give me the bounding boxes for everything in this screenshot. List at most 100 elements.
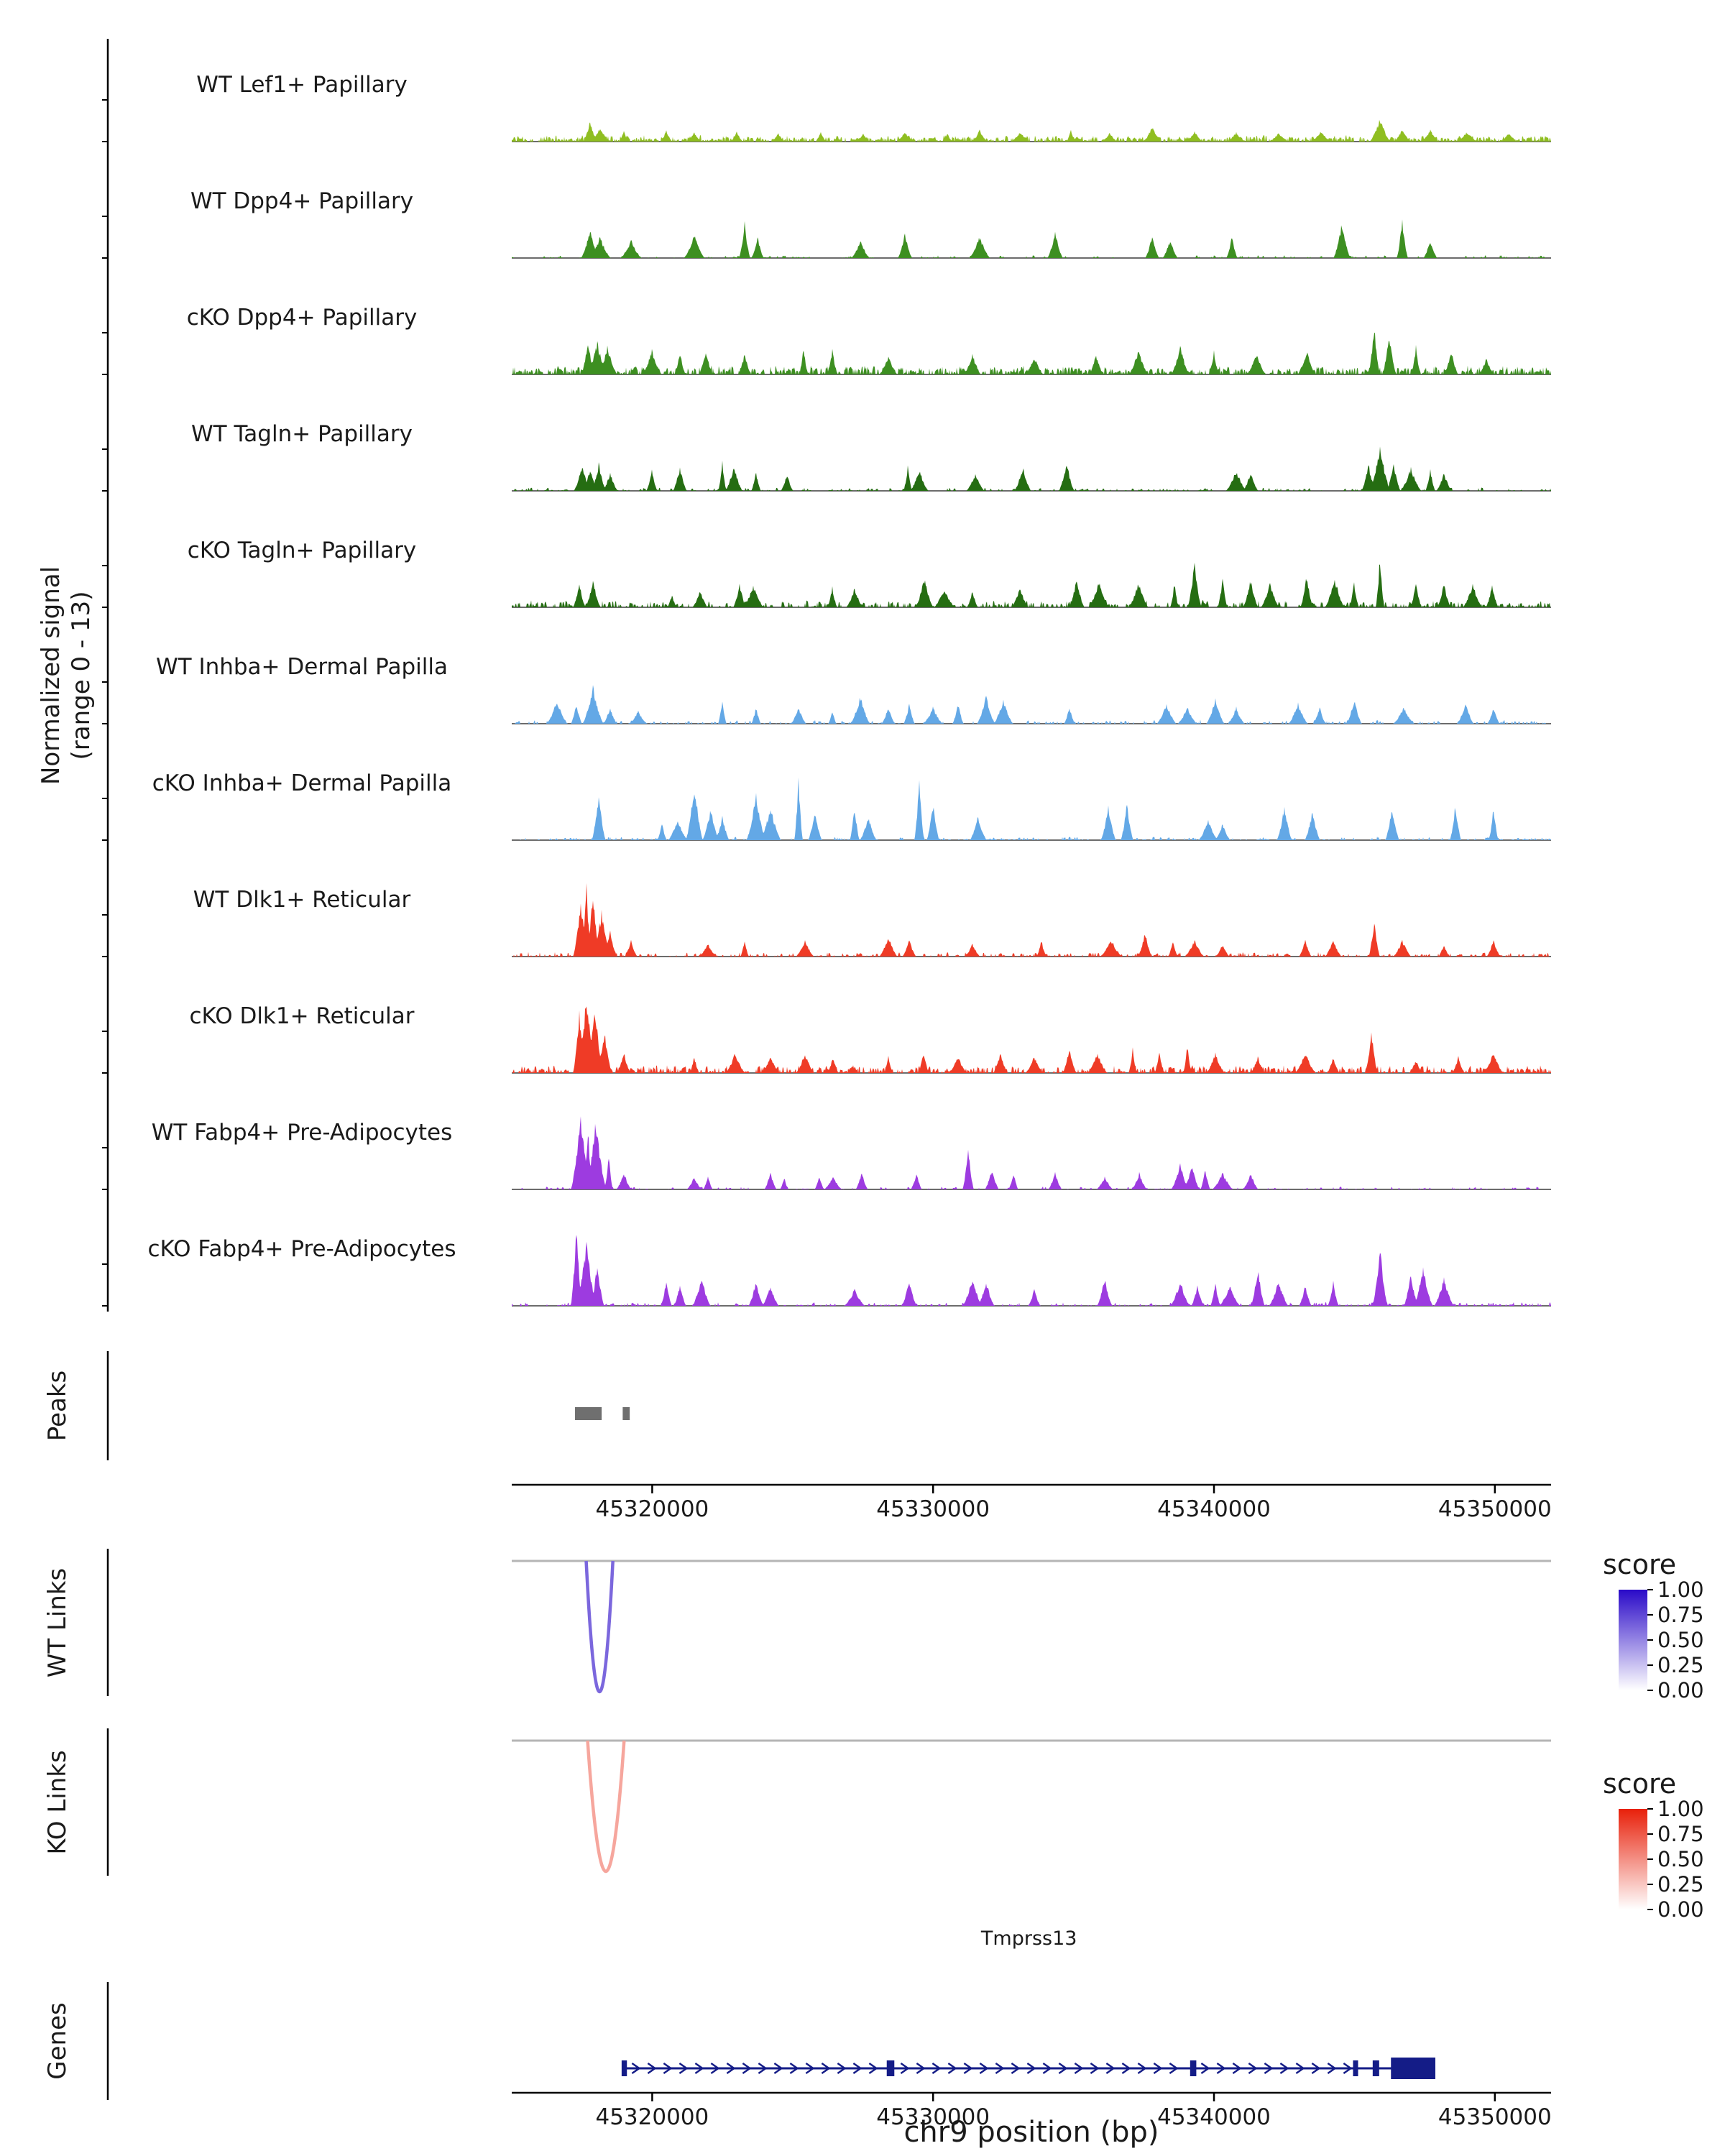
x-axis-tick-label: 45340000 [1157,2104,1271,2130]
wt-link-arc [584,1560,615,1693]
peak-box [574,1407,602,1420]
x-axis-tick-label: 45320000 [595,1496,709,1522]
gene-strand-arrow [1121,2062,1131,2075]
gene-strand-arrow [837,2062,847,2075]
signal-axis-label-line1: Normalized signal [37,566,65,786]
track-label: WT Lef1+ Papillary [196,72,408,98]
track-signal [512,883,1551,957]
gene-strand-arrow [916,2062,926,2075]
signal-axis-label: Normalized signal (range 0 - 13) [36,566,96,785]
gene-strand-arrow [995,2062,1005,2075]
gene-strand-arrow [805,2062,815,2075]
track-label: WT Dpp4+ Papillary [190,188,414,214]
signal-axis-label-line2: (range 0 - 13) [67,591,96,760]
ko-links-section-label: KO Links [43,1750,72,1855]
gene-terminal-exon [1391,2058,1435,2079]
track-label: cKO Fabp4+ Pre-Adipocytes [147,1236,456,1262]
gene-exon [622,2060,627,2076]
wt-score-legend-tick-label: 1.00 [1657,1577,1704,1602]
gene-strand-arrow [1248,2062,1258,2075]
track-label: WT Tagln+ Papillary [191,421,413,447]
gene-strand-arrow [647,2062,657,2075]
gene-strand-arrow [758,2062,768,2075]
x-axis-tick-label: 45350000 [1438,1496,1552,1522]
gene-strand-arrow [1137,2062,1147,2075]
ko-score-legend-tick-label: 0.75 [1657,1822,1704,1846]
gene-strand-arrow [979,2062,989,2075]
ko-score-legend-title: score [1603,1768,1677,1800]
track-signal [512,1116,1551,1189]
gene-strand-arrow [1311,2062,1321,2075]
gene-strand-arrow [963,2062,973,2075]
gene-exon [1372,2060,1379,2076]
track-label: WT Inhba+ Dermal Papilla [156,654,448,680]
genes-section-label: Genes [43,2002,72,2080]
gene-strand-arrow [1026,2062,1036,2075]
gene-strand-arrow [947,2062,957,2075]
gene-strand-arrow [1042,2062,1052,2075]
gene-strand-arrow [1153,2062,1163,2075]
gene-strand-arrow [726,2062,736,2075]
wt-score-legend-title: score [1603,1549,1677,1580]
gene-strand-arrow [1279,2062,1289,2075]
track-signal [512,332,1551,374]
track-signal [512,1235,1551,1306]
track-signal [512,685,1551,724]
gene-name: Tmprss13 [980,1927,1077,1950]
gene-strand-arrow [1343,2062,1353,2075]
ko-score-legend-tick-label: 0.00 [1657,1897,1704,1922]
track-label: cKO Inhba+ Dermal Papilla [152,770,452,796]
gene-strand-arrow [710,2062,720,2075]
gene-strand-arrow [1058,2062,1068,2075]
gene-strand-arrow [1295,2062,1305,2075]
track-label: WT Fabp4+ Pre-Adipocytes [151,1120,453,1146]
track-signal [512,563,1551,607]
gene-strand-arrow [1105,2062,1116,2075]
ko-score-legend-tick-label: 0.25 [1657,1872,1704,1897]
x-axis-tick-label: 45350000 [1438,2104,1552,2130]
peak-box [622,1407,630,1420]
ko-score-legend-tick-label: 1.00 [1657,1797,1704,1821]
track-signal [512,1006,1551,1073]
gene-strand-arrow [663,2062,673,2075]
gene-strand-arrow [1169,2062,1179,2075]
peaks-section-label: Peaks [43,1370,72,1442]
track-signal [512,777,1551,840]
wt-score-legend-tick-label: 0.00 [1657,1678,1704,1703]
x-axis-tick-label: 45340000 [1157,1496,1271,1522]
x-axis-tick-label: 45320000 [595,2104,709,2130]
gene-strand-arrow [1232,2062,1242,2075]
gene-strand-arrow [1216,2062,1226,2075]
gene-strand-arrow [932,2062,942,2075]
track-label: cKO Dlk1+ Reticular [189,1003,415,1029]
ko-score-legend-tick-label: 0.50 [1657,1847,1704,1871]
gene-strand-arrow [821,2062,831,2075]
track-label: WT Dlk1+ Reticular [193,887,411,913]
ko-link-arc [586,1740,626,1873]
gene-strand-arrow [742,2062,752,2075]
track-label: cKO Tagln+ Papillary [187,538,417,563]
gene-strand-arrow [852,2062,862,2075]
gene-exon [1190,2060,1197,2076]
wt-score-legend-tick-label: 0.75 [1657,1603,1704,1627]
track-label: cKO Dpp4+ Papillary [186,305,418,331]
gene-strand-arrow [868,2062,878,2075]
wt-score-legend-tick-label: 0.25 [1657,1653,1704,1677]
track-signal [512,219,1551,258]
gene-strand-arrow [678,2062,689,2075]
gene-strand-arrow [1011,2062,1021,2075]
gene-strand-arrow [1327,2062,1337,2075]
ko-score-legend-gradient [1619,1809,1647,1909]
wt-score-legend-tick-label: 0.50 [1657,1628,1704,1652]
track-signal [512,446,1551,491]
gene-exon [1353,2060,1358,2076]
gene-strand-arrow [1074,2062,1084,2075]
x-axis-tick-label: 45330000 [876,1496,990,1522]
gene-strand-arrow [1264,2062,1274,2075]
wt-links-section-label: WT Links [43,1567,72,1678]
wt-score-legend-gradient [1619,1590,1647,1690]
gene-strand-arrow [789,2062,799,2075]
x-axis-title: chr9 position (bp) [903,2116,1159,2149]
